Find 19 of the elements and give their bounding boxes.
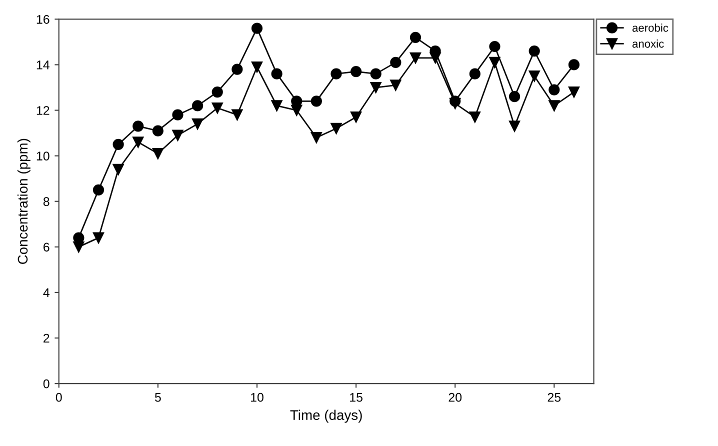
y-tick-label: 16: [36, 14, 50, 24]
x-axis-title: Time (days): [290, 410, 362, 423]
x-tick-label: 20: [448, 392, 462, 402]
legend-label: aerobic: [632, 24, 668, 32]
x-tick-label: 25: [548, 392, 561, 402]
y-tick-label: 12: [36, 106, 50, 115]
y-tick-label: 0: [43, 379, 50, 388]
x-tick-label: 10: [250, 392, 264, 402]
y-tick-label: 8: [43, 197, 50, 206]
x-tick-label: 0: [56, 392, 62, 402]
y-tick-label: 10: [36, 152, 50, 160]
x-tick-label: 5: [154, 393, 161, 402]
y-axis-title: Concentration (ppm): [17, 138, 30, 264]
y-tick-label: 2: [44, 334, 50, 343]
y-tick-label: 4: [43, 288, 50, 297]
x-tick-label: 15: [350, 393, 362, 402]
legend-label: anoxic: [632, 40, 664, 48]
y-tick-label: 14: [36, 60, 50, 70]
y-tick-label: 6: [44, 242, 50, 252]
